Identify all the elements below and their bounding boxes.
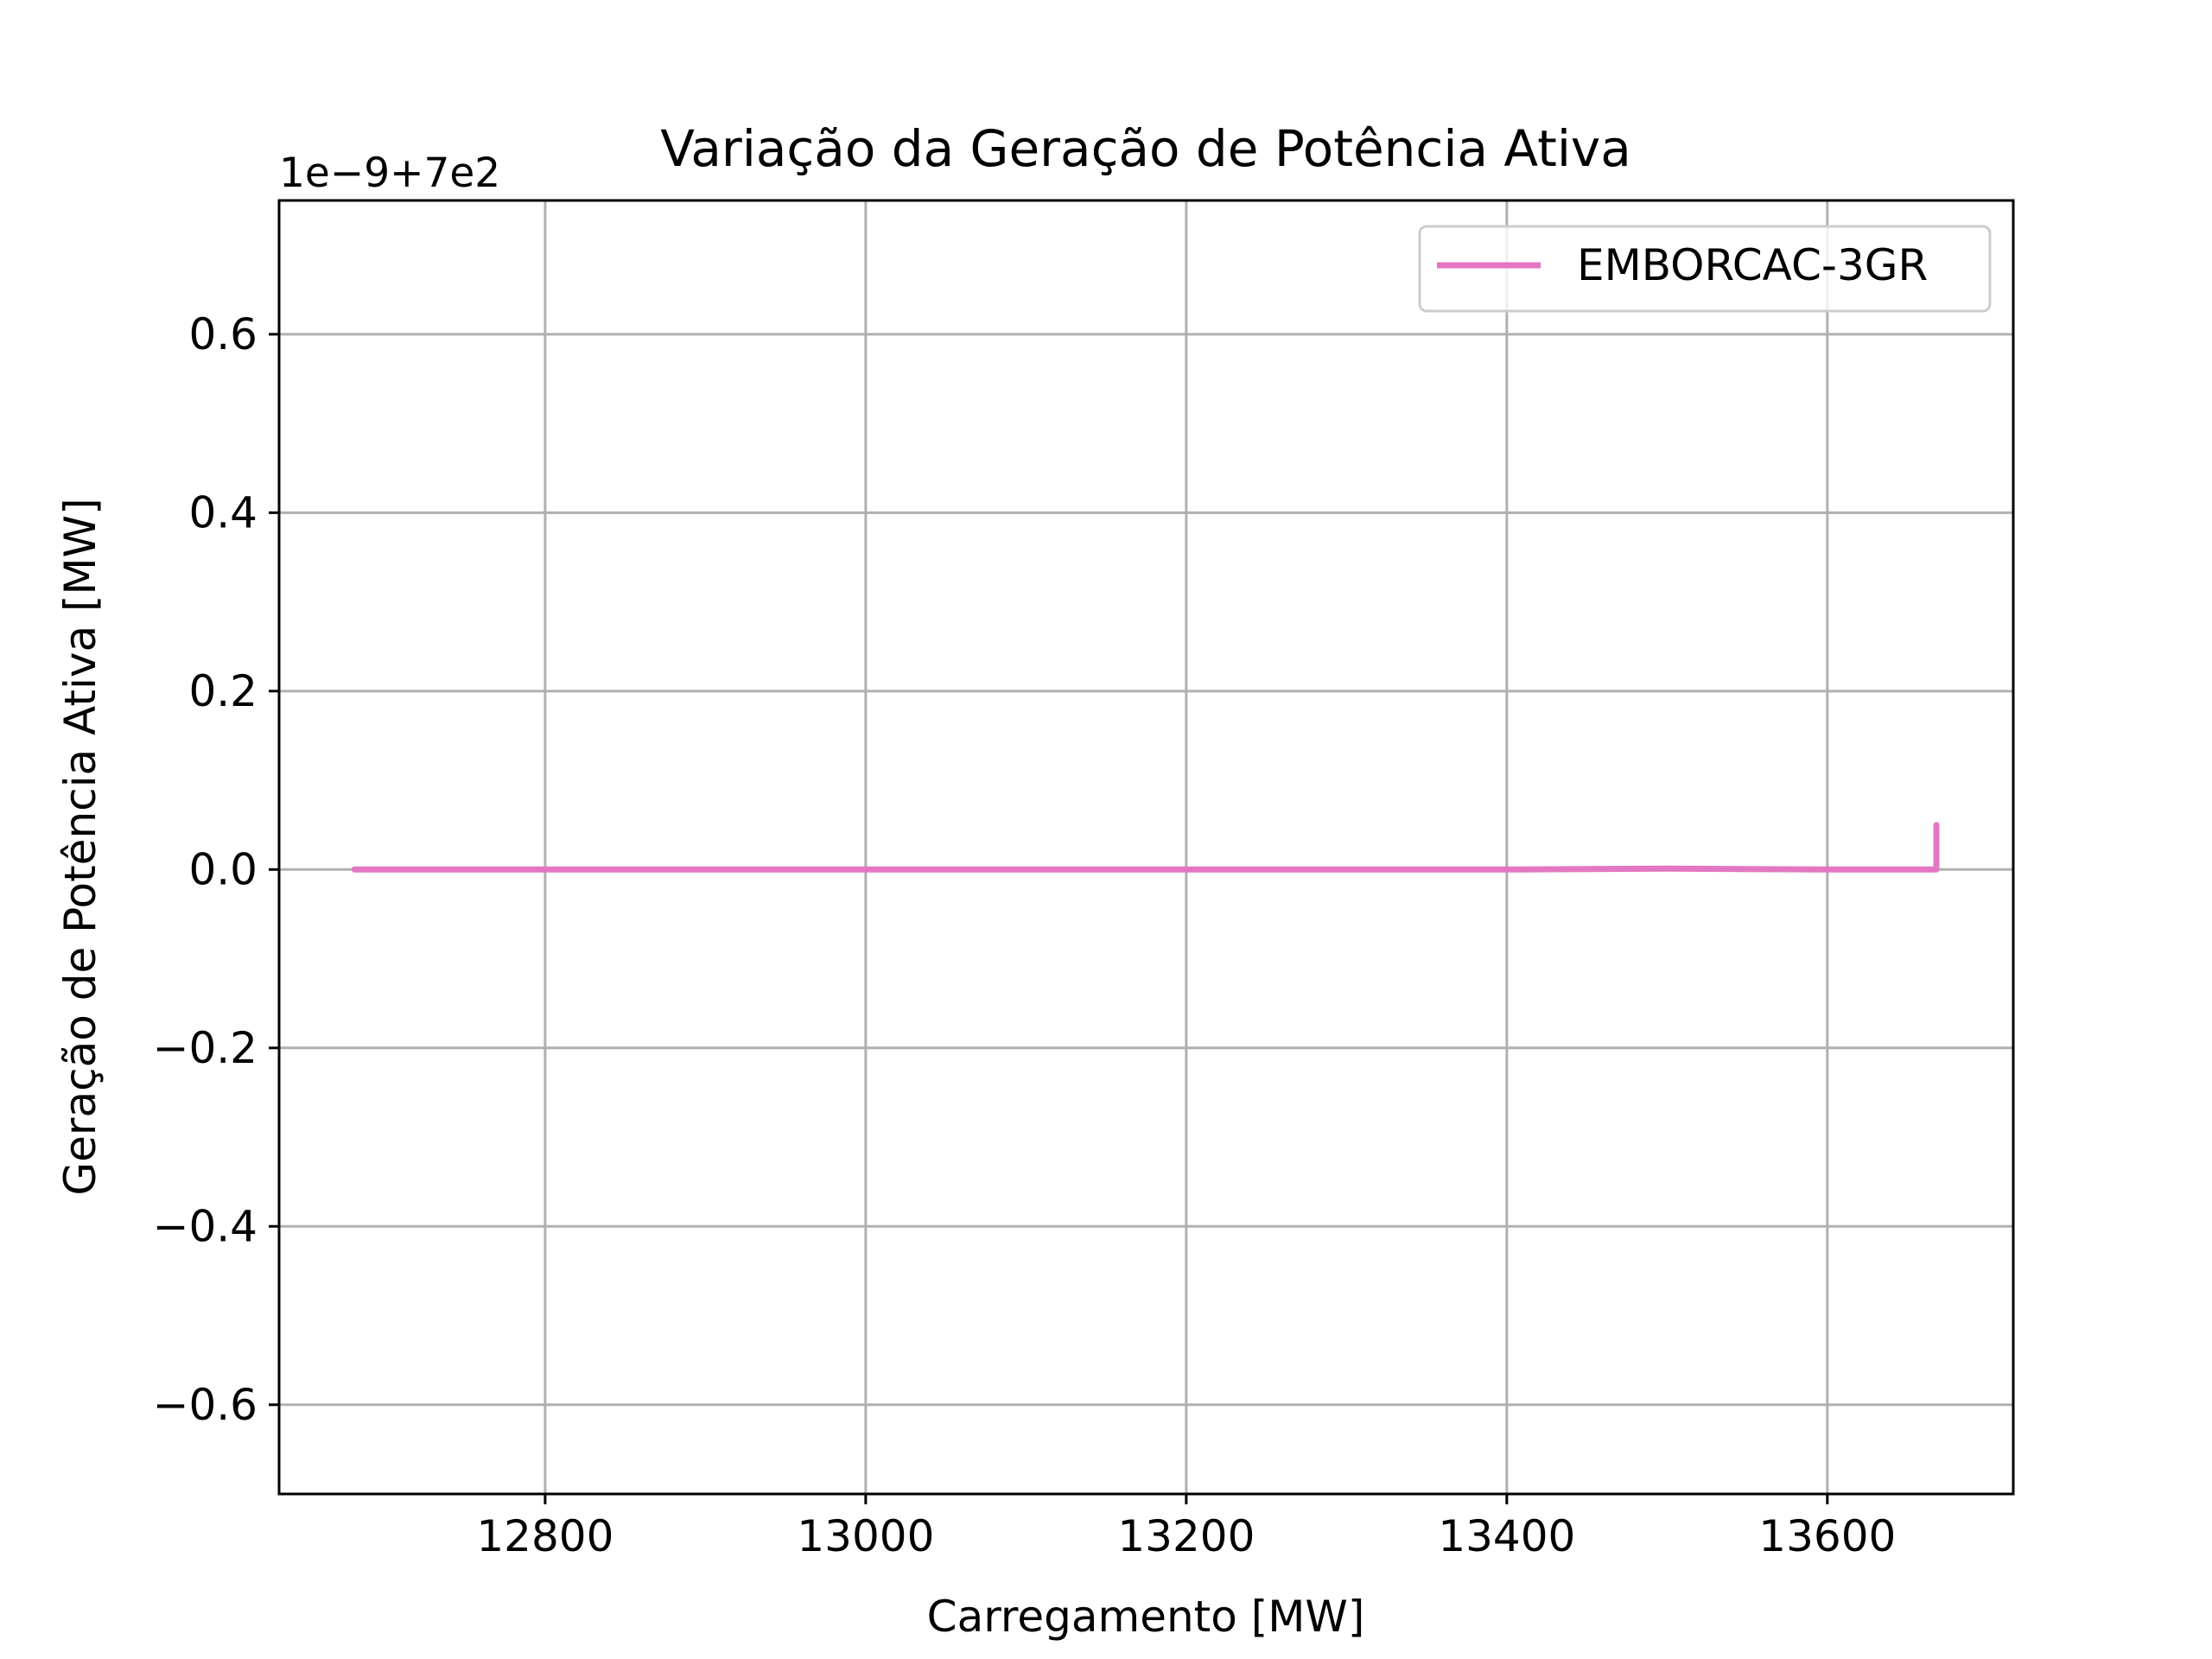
x-tick-label: 13600 — [1758, 1511, 1896, 1561]
legend: EMBORCAC-3GR — [1418, 225, 1992, 313]
y-tick-label: −0.6 — [153, 1380, 257, 1430]
y-tick-label: −0.4 — [153, 1201, 257, 1251]
chart-title: Variação da Geração de Potência Ativa — [660, 119, 1631, 178]
x-axis-ticks: 12800 13000 13200 13400 13600 — [476, 1494, 1896, 1561]
series-line — [351, 822, 1940, 873]
y-tick-label: 0.2 — [188, 666, 257, 716]
y-tick-label: 0.0 — [188, 844, 257, 894]
axes-frame — [277, 199, 2015, 1496]
y-tick-label: 0.4 — [188, 487, 257, 537]
legend-box — [1418, 225, 1992, 313]
x-tick-label: 13000 — [797, 1511, 934, 1561]
x-axis-label: Carregamento [MW] — [927, 1592, 1365, 1642]
y-tick-label: −0.2 — [153, 1023, 257, 1073]
x-tick-label: 12800 — [476, 1511, 613, 1561]
y-axis-offset-label: 1e−9+7e2 — [279, 149, 500, 197]
legend-series-label: EMBORCAC-3GR — [1577, 240, 1928, 290]
y-axis-label: Geração de Potência Ativa [MW] — [55, 498, 105, 1195]
x-tick-label: 13400 — [1438, 1511, 1575, 1561]
x-tick-label: 13200 — [1117, 1511, 1255, 1561]
y-tick-label: 0.6 — [188, 309, 257, 359]
series-layer — [351, 822, 1940, 873]
y-axis-ticks: −0.6 −0.4 −0.2 0.0 0.2 0.4 0.6 — [153, 309, 279, 1430]
